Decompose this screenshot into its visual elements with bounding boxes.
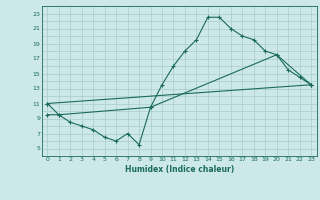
X-axis label: Humidex (Indice chaleur): Humidex (Indice chaleur) — [124, 165, 234, 174]
